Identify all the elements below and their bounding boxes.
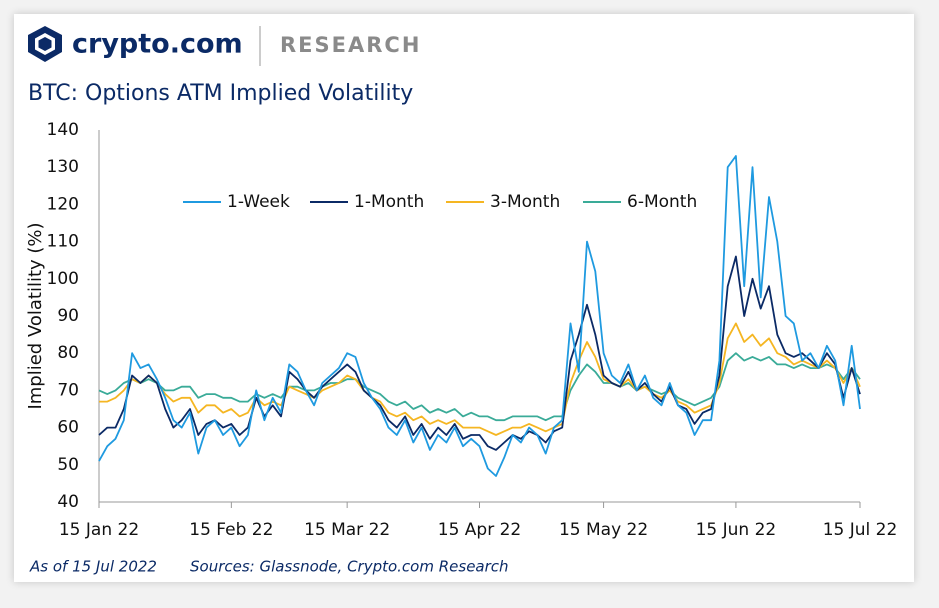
y-tick-label: 40 xyxy=(57,492,79,512)
x-tick-label: 15 Feb 22 xyxy=(189,520,273,540)
x-tick-label: 15 May 22 xyxy=(559,520,648,540)
y-tick-label: 120 xyxy=(47,194,79,214)
y-tick-label: 140 xyxy=(47,120,79,140)
x-tick-label: 15 Jun 22 xyxy=(696,520,777,540)
y-tick-label: 60 xyxy=(57,418,79,438)
legend-label: 1-Month xyxy=(354,192,424,212)
y-tick-label: 100 xyxy=(47,269,79,289)
y-tick-label: 90 xyxy=(57,306,79,326)
y-tick-label: 70 xyxy=(57,380,79,400)
y-tick-label: 110 xyxy=(47,232,79,252)
series-line xyxy=(98,352,861,422)
y-axis-label: Implied Volatility (%) xyxy=(25,222,46,409)
legend-label: 6-Month xyxy=(627,192,697,212)
y-tick-label: 50 xyxy=(57,455,79,475)
chart-title: BTC: Options ATM Implied Volatility xyxy=(28,81,413,106)
legend-label: 1-Week xyxy=(227,192,290,212)
source: Sources: Glassnode, Crypto.com Research xyxy=(190,558,509,576)
brand-name: crypto.com xyxy=(72,29,243,60)
x-tick-label: 15 Jul 22 xyxy=(823,520,898,540)
x-tick-label: 15 Mar 22 xyxy=(304,520,390,540)
series-line xyxy=(98,255,861,451)
series-line xyxy=(99,322,861,436)
x-tick-label: 15 Jan 22 xyxy=(59,520,139,540)
y-tick-label: 130 xyxy=(47,157,79,177)
y-tick-label: 80 xyxy=(57,343,79,363)
series-line xyxy=(98,155,861,477)
legend-label: 3-Month xyxy=(490,192,560,212)
brand-section: RESEARCH xyxy=(280,33,421,57)
note: As of 15 Jul 2022 xyxy=(29,558,157,576)
logo-icon xyxy=(28,26,62,62)
x-tick-label: 15 Apr 22 xyxy=(438,520,521,540)
